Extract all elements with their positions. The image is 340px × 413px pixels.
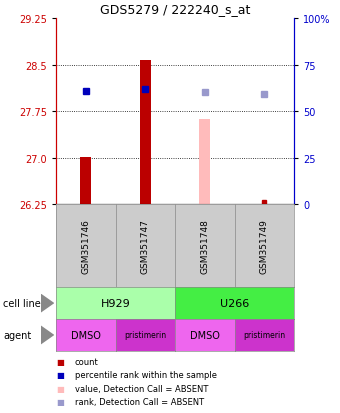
Text: value, Detection Call = ABSENT: value, Detection Call = ABSENT — [75, 384, 208, 393]
Text: GSM351746: GSM351746 — [81, 219, 90, 273]
Polygon shape — [41, 294, 54, 313]
Text: H929: H929 — [101, 298, 131, 309]
Text: DMSO: DMSO — [190, 330, 220, 340]
Text: pristimerin: pristimerin — [124, 331, 166, 339]
Text: pristimerin: pristimerin — [243, 331, 285, 339]
Text: percentile rank within the sample: percentile rank within the sample — [75, 370, 217, 380]
Text: GSM351749: GSM351749 — [260, 219, 269, 273]
Text: DMSO: DMSO — [71, 330, 101, 340]
Text: ■: ■ — [56, 397, 64, 406]
Text: ■: ■ — [56, 370, 64, 380]
Text: rank, Detection Call = ABSENT: rank, Detection Call = ABSENT — [75, 397, 204, 406]
Text: ■: ■ — [56, 384, 64, 393]
Title: GDS5279 / 222240_s_at: GDS5279 / 222240_s_at — [100, 3, 250, 17]
Bar — [200, 120, 210, 205]
Text: ■: ■ — [56, 357, 64, 366]
Text: GSM351747: GSM351747 — [141, 219, 150, 273]
Text: count: count — [75, 357, 99, 366]
Polygon shape — [41, 325, 54, 345]
Text: GSM351748: GSM351748 — [200, 219, 209, 273]
Bar — [81, 157, 91, 205]
Bar — [140, 61, 151, 205]
Text: agent: agent — [3, 330, 32, 340]
Text: cell line: cell line — [3, 298, 41, 309]
Text: U266: U266 — [220, 298, 249, 309]
